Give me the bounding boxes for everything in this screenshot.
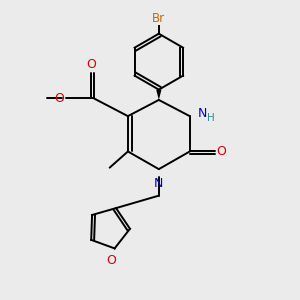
Text: H: H [207, 112, 214, 123]
Text: N: N [154, 177, 164, 190]
Text: O: O [86, 58, 96, 71]
Polygon shape [156, 90, 161, 100]
Text: N: N [198, 107, 207, 120]
Text: O: O [55, 92, 64, 105]
Text: O: O [217, 145, 226, 158]
Text: O: O [106, 254, 116, 267]
Text: Br: Br [152, 12, 165, 25]
